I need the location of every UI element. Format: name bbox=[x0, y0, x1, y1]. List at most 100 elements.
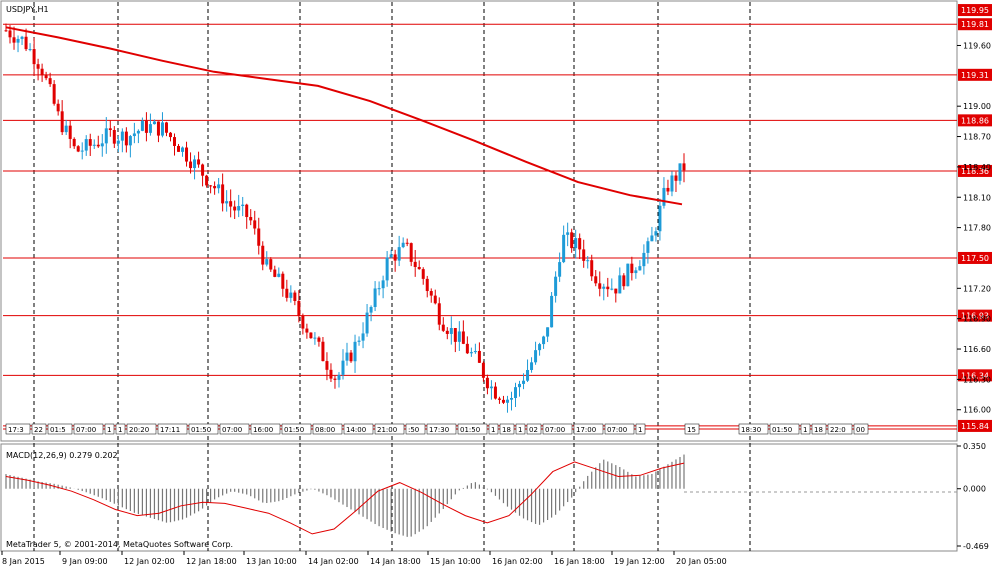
time-label-box bbox=[104, 423, 115, 435]
candle-body bbox=[136, 130, 140, 134]
time-label-box bbox=[635, 423, 646, 435]
candle-body bbox=[554, 276, 558, 296]
time-tick-label: 8 Jan 2015 bbox=[2, 557, 45, 566]
price-tick-label: 116.90 bbox=[963, 315, 991, 324]
candle-body bbox=[245, 204, 249, 218]
time-label: 1 bbox=[518, 426, 522, 434]
candle-body bbox=[630, 263, 634, 274]
candle-body bbox=[558, 262, 562, 277]
time-label-box bbox=[426, 423, 457, 435]
candle-body bbox=[477, 350, 481, 363]
candle-body bbox=[64, 125, 68, 133]
candle-body bbox=[325, 361, 329, 370]
candle-body bbox=[654, 231, 658, 236]
candle-body bbox=[594, 276, 598, 284]
candle-body bbox=[658, 205, 662, 232]
time-label: 17:11 bbox=[160, 426, 180, 434]
time-label-box bbox=[405, 423, 426, 435]
candle-body bbox=[473, 350, 477, 353]
candle-body bbox=[36, 64, 40, 69]
candle-body bbox=[164, 122, 168, 133]
price-tick-label: 116.00 bbox=[963, 406, 991, 415]
candle-body bbox=[341, 360, 345, 375]
candle-body bbox=[160, 122, 164, 136]
candle-body bbox=[345, 352, 349, 361]
time-label-box bbox=[5, 423, 31, 435]
candle-body bbox=[610, 288, 614, 290]
time-tick-label: 16 Jan 02:00 bbox=[492, 557, 543, 566]
candle-body bbox=[108, 128, 112, 131]
time-label-box bbox=[457, 423, 488, 435]
price-tick-label: 118.70 bbox=[963, 133, 991, 142]
candle-body bbox=[381, 280, 385, 289]
candle-body bbox=[185, 147, 189, 162]
candle-body bbox=[193, 159, 197, 169]
price-line-tag bbox=[958, 419, 992, 432]
current-price-label: 119.95 bbox=[961, 6, 989, 15]
candle-body bbox=[682, 163, 686, 171]
candle-body bbox=[421, 269, 425, 279]
candle-body bbox=[493, 386, 497, 399]
time-label: 1 bbox=[107, 426, 111, 434]
candle-body bbox=[209, 185, 213, 187]
candle-body bbox=[590, 260, 594, 277]
time-label-box bbox=[542, 423, 573, 435]
candle-body bbox=[542, 336, 546, 345]
candlesticks bbox=[4, 23, 686, 413]
time-label: 02 bbox=[529, 426, 538, 434]
candle-body bbox=[481, 362, 485, 378]
candle-body bbox=[413, 261, 417, 267]
time-label-box bbox=[126, 423, 157, 435]
price-line-tag-label: 118.36 bbox=[961, 167, 989, 176]
macd-axis: 0.350 0.000 -0.469 bbox=[957, 442, 989, 551]
candle-body bbox=[634, 270, 638, 274]
time-label: 15 bbox=[687, 426, 696, 434]
candle-body bbox=[578, 238, 582, 250]
time-label-box bbox=[684, 423, 700, 435]
candle-body bbox=[353, 341, 357, 362]
time-label-box bbox=[343, 423, 374, 435]
candle-body bbox=[441, 324, 445, 331]
candle-body bbox=[217, 184, 221, 189]
time-label-box bbox=[488, 423, 499, 435]
time-label: 14:00 bbox=[346, 426, 366, 434]
time-label: 22:0 bbox=[830, 426, 846, 434]
candle-body bbox=[333, 378, 337, 380]
candle-body bbox=[313, 337, 317, 339]
candle-body bbox=[96, 144, 100, 147]
candle-body bbox=[582, 249, 586, 261]
time-label: 01:50 bbox=[191, 426, 211, 434]
time-label: 17:3 bbox=[8, 426, 24, 434]
candle-body bbox=[349, 352, 353, 362]
price-line-tag bbox=[958, 309, 992, 322]
candle-body bbox=[148, 124, 152, 133]
candle-body bbox=[297, 300, 301, 316]
candle-body bbox=[570, 232, 574, 249]
candle-body bbox=[618, 275, 622, 294]
candle-body bbox=[469, 352, 473, 354]
candle-body bbox=[84, 139, 88, 151]
candle-body bbox=[501, 399, 505, 403]
candle-body bbox=[409, 243, 413, 262]
time-label: 01:5 bbox=[50, 426, 66, 434]
price-axis: 119.81119.31118.86118.36117.50116.93116.… bbox=[957, 4, 992, 432]
candle-body bbox=[269, 259, 273, 270]
time-label-box bbox=[515, 423, 526, 435]
candle-body bbox=[213, 186, 217, 189]
candle-body bbox=[662, 187, 666, 206]
candle-body bbox=[509, 398, 513, 400]
candle-body bbox=[417, 266, 421, 270]
candle-body bbox=[369, 306, 373, 313]
candle-body bbox=[389, 254, 393, 258]
candle-body bbox=[530, 362, 534, 370]
time-label-box bbox=[281, 423, 312, 435]
candle-body bbox=[670, 175, 674, 192]
time-label-box bbox=[573, 423, 604, 435]
candle-body bbox=[602, 286, 606, 289]
candle-body bbox=[44, 75, 48, 79]
candle-body bbox=[189, 161, 193, 169]
candle-body bbox=[68, 125, 72, 139]
candle-body bbox=[457, 331, 461, 342]
candle-body bbox=[24, 36, 28, 50]
